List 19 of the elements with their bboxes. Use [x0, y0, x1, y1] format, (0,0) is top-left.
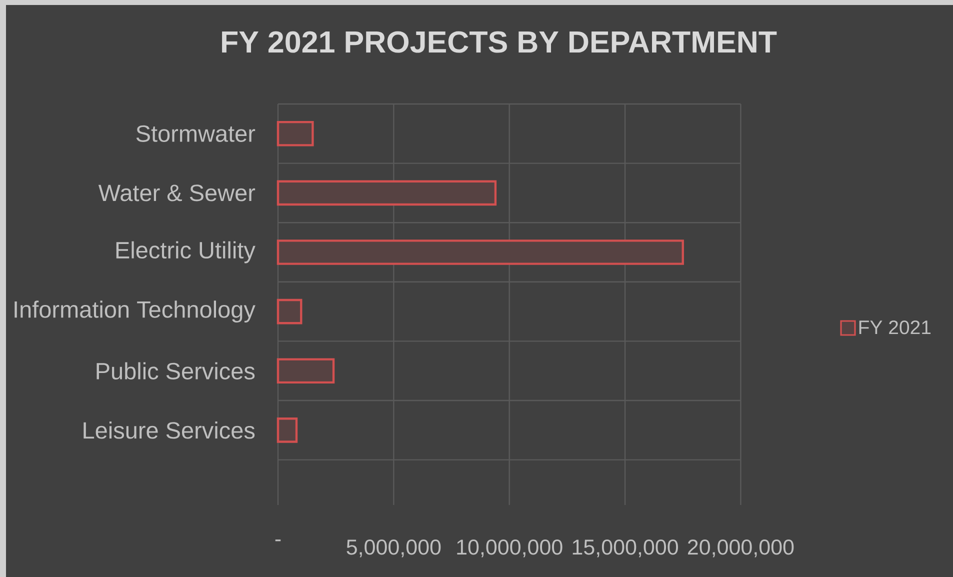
bar	[276, 298, 302, 324]
y-tick-label: Public Services	[96, 362, 255, 380]
y-tick-label: Water & Sewer	[98, 184, 256, 202]
y-tick-label: Stormwater	[136, 125, 256, 142]
x-tick-label: -	[275, 540, 281, 542]
chart-title: FY 2021 PROJECTS BY DEPARTMENT	[222, 31, 777, 53]
y-tick-label: Information Technology	[14, 300, 256, 323]
bar	[276, 240, 684, 265]
x-tick-label: 5,000,000	[346, 540, 441, 558]
x-tick-label: 15,000,000	[572, 540, 678, 558]
bar	[276, 417, 298, 443]
x-tick-label: 20,000,000	[688, 540, 794, 558]
y-tick-label: Leisure Services	[84, 422, 255, 439]
y-tick-label: Electric Utility	[116, 241, 256, 264]
bar	[276, 358, 335, 384]
bar	[276, 180, 497, 206]
legend-label: FY 2021	[859, 320, 931, 334]
bar	[276, 120, 314, 146]
x-tick-label: 10,000,000	[457, 540, 562, 558]
